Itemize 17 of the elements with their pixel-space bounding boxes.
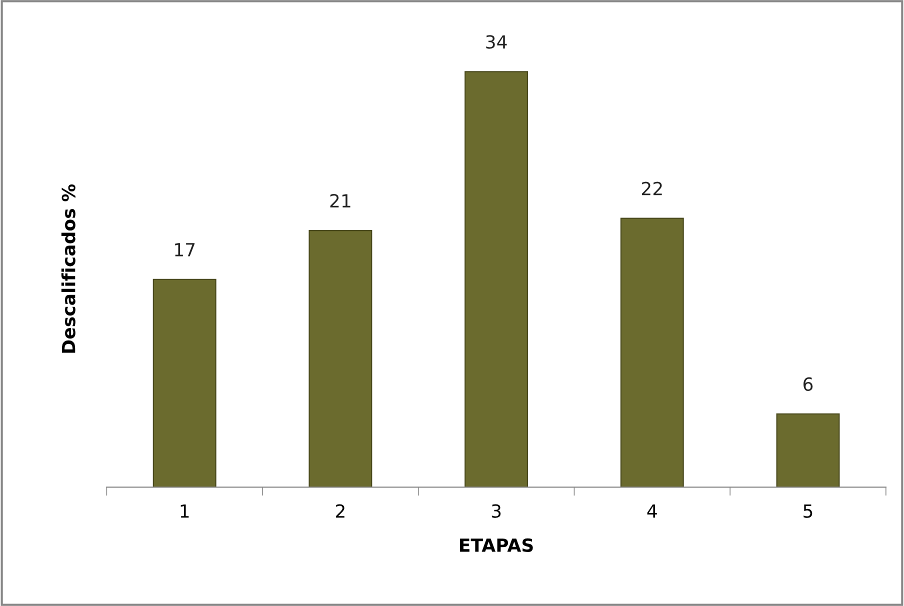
bar <box>152 278 216 488</box>
data-label: 22 <box>642 182 662 196</box>
x-tick-label: 1 <box>180 504 189 518</box>
x-tick-label: 5 <box>804 504 812 518</box>
bar <box>464 71 528 488</box>
y-axis-title: Descalificados % <box>61 184 76 353</box>
bar <box>776 413 840 488</box>
data-label: 21 <box>330 194 350 208</box>
x-tick-label: 2 <box>336 504 344 518</box>
x-tick-label: 3 <box>492 504 501 518</box>
x-tick-label: 4 <box>647 504 657 518</box>
bar <box>620 218 684 488</box>
bar <box>308 230 372 488</box>
data-label: 17 <box>175 243 195 256</box>
x-axis-title: ETAPAS <box>460 538 533 552</box>
data-label: 6 <box>804 377 813 391</box>
data-label: 34 <box>486 35 507 49</box>
